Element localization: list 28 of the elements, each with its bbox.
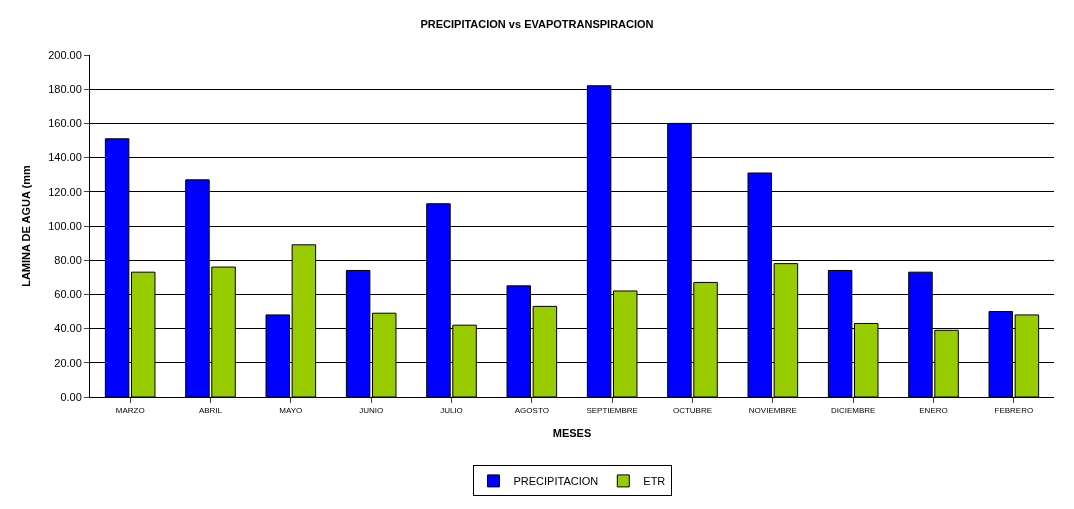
y-tick-label: 0.00 bbox=[60, 390, 82, 403]
y-tick-label: 160.00 bbox=[48, 117, 82, 130]
x-tick-label: AGOSTO bbox=[514, 405, 549, 415]
chart-title: PRECIPITACION vs EVAPOTRANSPIRACION bbox=[420, 18, 654, 31]
x-tick-label: DICIEMBRE bbox=[830, 405, 876, 415]
x-tick-label: JULIO bbox=[440, 405, 463, 415]
y-tick-label: 200.00 bbox=[48, 48, 82, 61]
y-axis-title: LAMINA DE AGUA (mm bbox=[19, 164, 32, 287]
y-tick-label: 100.00 bbox=[48, 219, 82, 232]
x-tick-label: ENERO bbox=[919, 405, 948, 415]
x-axis-title: MESES bbox=[552, 426, 592, 439]
x-tick-label: FEBRERO bbox=[994, 405, 1034, 415]
y-tick-label: 40.00 bbox=[54, 322, 82, 335]
x-tick-label: MAYO bbox=[279, 405, 303, 415]
x-tick-label: ABRIL bbox=[198, 405, 223, 415]
y-tick-label: 120.00 bbox=[48, 185, 82, 198]
y-tick-label: 80.00 bbox=[54, 254, 82, 267]
x-tick-label: JUNIO bbox=[359, 405, 384, 415]
y-tick-label: 180.00 bbox=[48, 83, 82, 96]
x-tick-label: OCTUBRE bbox=[672, 405, 713, 415]
y-tick-label: 140.00 bbox=[48, 151, 82, 164]
x-tick-label: SEPTIEMBRE bbox=[586, 405, 638, 415]
legend-label: PRECIPITACION bbox=[513, 475, 599, 488]
x-tick-label: MARZO bbox=[115, 405, 145, 415]
x-tick-label: NOVIEMBRE bbox=[748, 405, 797, 415]
legend-label: ETR bbox=[643, 475, 666, 488]
y-tick-label: 20.00 bbox=[54, 356, 82, 369]
y-tick-label: 60.00 bbox=[54, 288, 82, 301]
